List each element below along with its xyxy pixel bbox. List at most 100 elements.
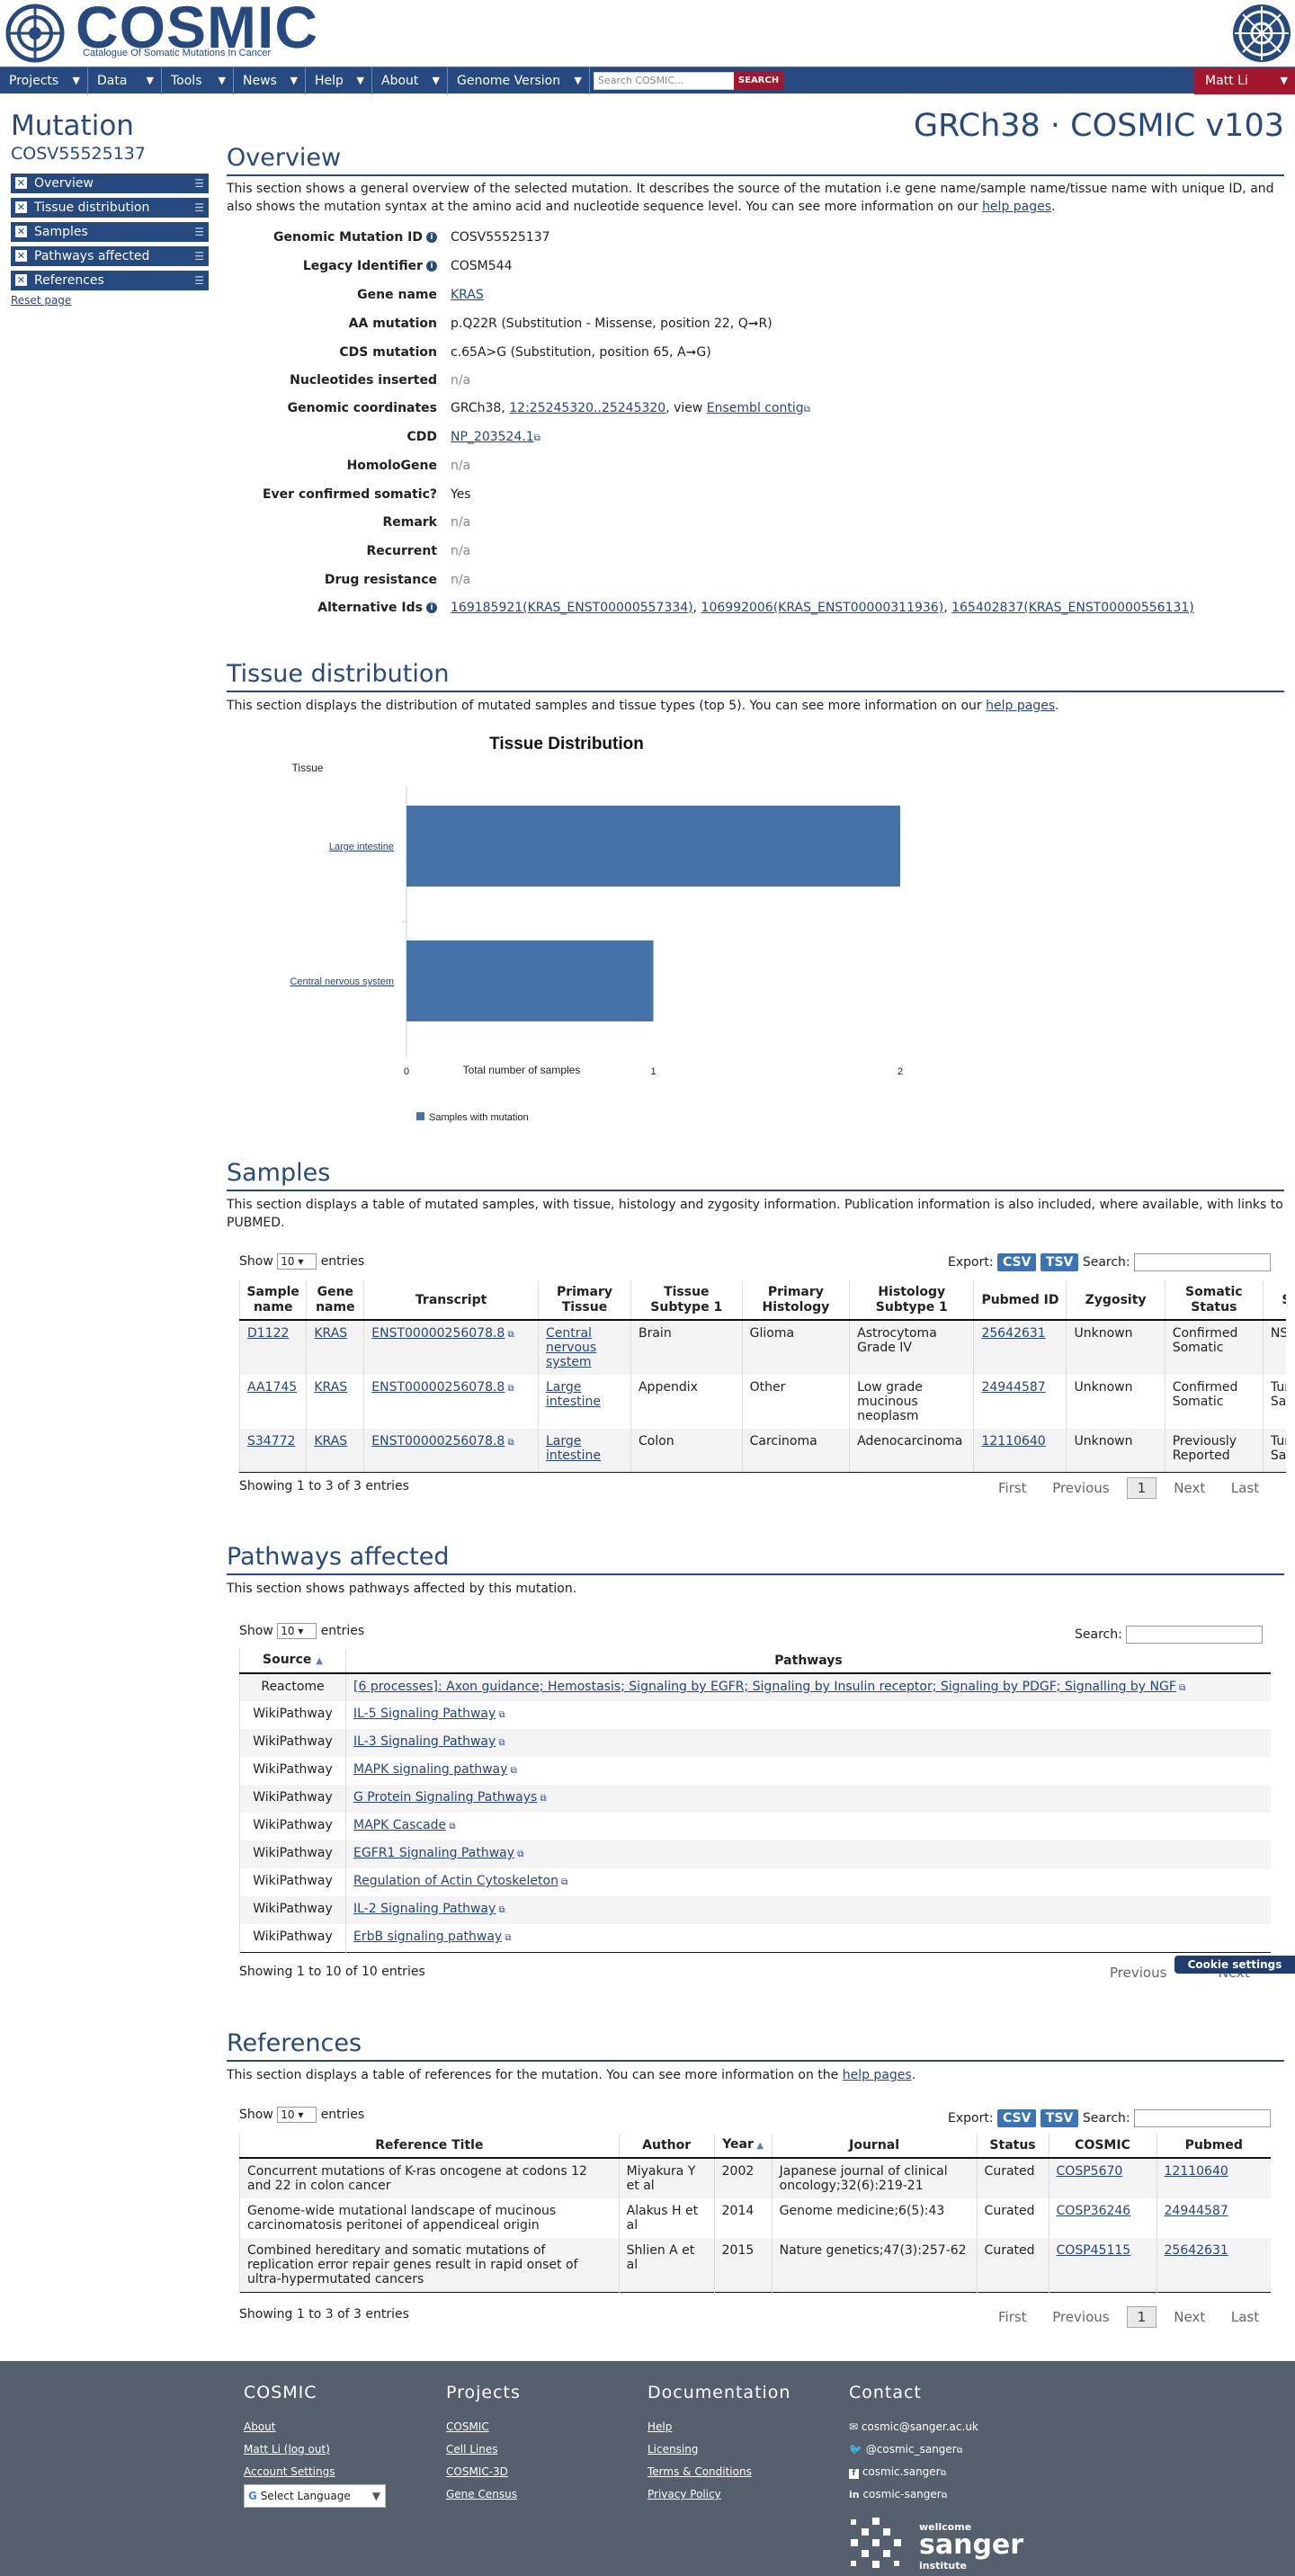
cell-link[interactable]: ENST00000256078.8	[371, 1434, 505, 1448]
sidebar-item-pathways[interactable]: ✕ Pathways affected ☰	[11, 246, 209, 266]
cell-link[interactable]: D1122	[247, 1326, 290, 1341]
footer-link-cosmic[interactable]: COSMIC	[446, 2420, 489, 2433]
cell-link[interactable]: 25642631	[981, 1326, 1046, 1341]
close-icon[interactable]: ✕	[15, 274, 27, 286]
column-header[interactable]: Gene name	[306, 1281, 364, 1321]
column-header[interactable]: Author	[618, 2134, 715, 2159]
samples-search-input[interactable]	[1134, 1253, 1272, 1271]
cdd-link[interactable]: NP_203524.1	[451, 430, 534, 444]
cell-link[interactable]: 25642631	[1164, 2243, 1228, 2258]
close-icon[interactable]: ✕	[15, 226, 27, 237]
pathway-link[interactable]: IL-3 Signaling Pathway	[353, 1734, 496, 1749]
footer-contact-email[interactable]: ✉ cosmic@sanger.ac.uk	[849, 2420, 978, 2433]
nav-genome-version[interactable]: Genome Version ▼	[448, 67, 590, 94]
cell-link[interactable]: KRAS	[314, 1326, 348, 1341]
nav-news[interactable]: News ▼	[234, 67, 306, 94]
column-header[interactable]: Tissue Subtype 1	[630, 1281, 743, 1321]
drag-handle-icon[interactable]: ☰	[194, 201, 204, 214]
cell-link[interactable]: COSP5670	[1056, 2164, 1123, 2179]
cell-link[interactable]: AA1745	[247, 1380, 298, 1395]
pager-last[interactable]: Last	[1230, 1480, 1260, 1496]
column-header[interactable]: Primary Histology	[741, 1281, 850, 1321]
pager-previous[interactable]: Previous	[1110, 1965, 1167, 1981]
gene-link[interactable]: KRAS	[451, 288, 484, 302]
coord-link[interactable]: 12:25245320..25245320	[509, 401, 666, 415]
close-icon[interactable]: ✕	[15, 201, 27, 213]
pathway-link[interactable]: Regulation of Actin Cytoskeleton	[353, 1874, 558, 1888]
cell-link[interactable]: KRAS	[314, 1380, 348, 1395]
language-select[interactable]: G Select Language ▼	[244, 2484, 386, 2508]
footer-link-licensing[interactable]: Licensing	[648, 2443, 699, 2456]
column-header[interactable]: Status	[976, 2134, 1049, 2159]
footer-link-cosmic-3d[interactable]: COSMIC-3D	[446, 2465, 508, 2478]
footer-contact-twitter[interactable]: 🐦 @cosmic_sanger⧉	[849, 2443, 962, 2456]
logo-wordmark[interactable]: COSMIC	[76, 0, 318, 60]
chart-category-label[interactable]: Large intestine	[329, 842, 394, 852]
footer-link-account[interactable]: Account Settings	[244, 2465, 335, 2478]
pathways-search-input[interactable]	[1126, 1626, 1264, 1644]
pager-next[interactable]: Next	[1174, 1480, 1206, 1496]
footer-link-about[interactable]: About	[244, 2420, 276, 2433]
alt-id-link[interactable]: 106992006(KRAS_ENST00000311936)	[701, 601, 944, 615]
cell-link[interactable]: S34772	[247, 1434, 296, 1448]
drag-handle-icon[interactable]: ☰	[194, 226, 204, 238]
cell-link[interactable]: COSP36246	[1056, 2204, 1131, 2218]
export-tsv-button[interactable]: TSV	[1040, 2109, 1079, 2127]
export-csv-button[interactable]: CSV	[997, 2109, 1037, 2127]
column-header[interactable]: Somatic Status	[1164, 1281, 1264, 1321]
drag-handle-icon[interactable]: ☰	[194, 250, 204, 263]
pager-first[interactable]: First	[998, 1480, 1027, 1496]
pathway-link[interactable]: IL-5 Signaling Pathway	[353, 1707, 496, 1721]
footer-contact-linkedin[interactable]: in cosmic-sanger⧉	[849, 2488, 947, 2500]
pager-first[interactable]: First	[998, 2309, 1027, 2325]
help-pages-link[interactable]: help pages	[982, 200, 1052, 214]
column-header[interactable]: Pubmed ID	[973, 1281, 1067, 1321]
cell-link[interactable]: ENST00000256078.8	[371, 1380, 505, 1395]
footer-link-logout[interactable]: Matt Li (log out)	[244, 2443, 330, 2456]
cell-link[interactable]: 24944587	[1164, 2204, 1228, 2218]
footer-link-gene-census[interactable]: Gene Census	[446, 2488, 517, 2500]
page-length-select[interactable]: 10 ▾	[277, 1623, 317, 1639]
cell-link[interactable]: ENST00000256078.8	[371, 1326, 505, 1341]
chart-category-label[interactable]: Central nervous system	[290, 976, 394, 987]
references-search-input[interactable]	[1134, 2109, 1272, 2127]
column-header[interactable]: Zygosity	[1066, 1281, 1166, 1321]
column-header[interactable]: Reference Title	[239, 2134, 620, 2159]
sidebar-item-overview[interactable]: ✕ Overview ☰	[11, 174, 209, 193]
search-input[interactable]: Search COSMIC...	[594, 72, 736, 90]
cell-link[interactable]: KRAS	[314, 1434, 348, 1448]
page-length-select[interactable]: 10 ▾	[277, 2107, 317, 2123]
footer-link-cell-lines[interactable]: Cell Lines	[446, 2443, 498, 2456]
cell-link[interactable]: 12110640	[981, 1434, 1046, 1448]
nav-data[interactable]: Data ▼	[88, 67, 162, 94]
sidebar-item-samples[interactable]: ✕ Samples ☰	[11, 222, 209, 242]
nav-tools[interactable]: Tools ▼	[162, 67, 234, 94]
footer-link-privacy[interactable]: Privacy Policy	[648, 2488, 721, 2500]
cell-link[interactable]: Large intestine	[545, 1434, 601, 1463]
reset-page-link[interactable]: Reset page	[11, 294, 72, 307]
column-header[interactable]: Year ▲	[713, 2134, 773, 2159]
footer-link-terms[interactable]: Terms & Conditions	[648, 2465, 752, 2478]
help-pages-link[interactable]: help pages	[842, 2068, 912, 2082]
pager-last[interactable]: Last	[1230, 2309, 1260, 2325]
alt-id-link[interactable]: 169185921(KRAS_ENST00000557334)	[451, 601, 693, 615]
alt-id-link[interactable]: 165402837(KRAS_ENST00000556131)	[951, 601, 1194, 615]
cell-link[interactable]: Large intestine	[545, 1380, 601, 1409]
nav-about[interactable]: About ▼	[372, 67, 448, 94]
export-csv-button[interactable]: CSV	[997, 1253, 1037, 1271]
page-length-select[interactable]: 10 ▾	[277, 1253, 317, 1270]
close-icon[interactable]: ✕	[15, 177, 27, 189]
nav-help[interactable]: Help ▼	[306, 67, 372, 94]
footer-contact-facebook[interactable]: f cosmic.sanger⧉	[849, 2465, 946, 2479]
chart-bar[interactable]	[406, 940, 654, 1021]
column-header[interactable]: Histology Subtype 1	[849, 1281, 974, 1321]
user-menu[interactable]: Matt Li ▼	[1194, 67, 1295, 94]
info-icon[interactable]: i	[426, 602, 437, 613]
column-header[interactable]: Journal	[771, 2134, 978, 2159]
pager-previous[interactable]: Previous	[1052, 2309, 1110, 2325]
chart-legend-label[interactable]: Samples with mutation	[429, 1112, 529, 1123]
drag-handle-icon[interactable]: ☰	[194, 177, 204, 190]
info-icon[interactable]: i	[426, 232, 437, 243]
column-header[interactable]: Transcript	[363, 1281, 539, 1321]
help-pages-link[interactable]: help pages	[986, 699, 1056, 713]
